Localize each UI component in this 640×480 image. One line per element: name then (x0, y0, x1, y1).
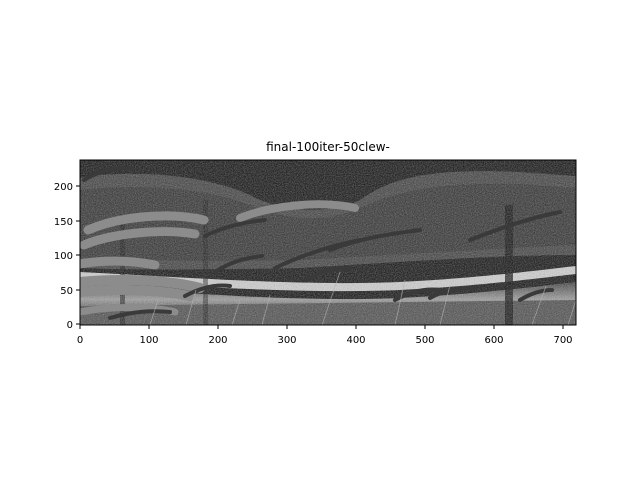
y-tick-label: 50 (60, 286, 73, 297)
x-tick: 600 (484, 325, 503, 346)
y-tick: 100 (54, 251, 80, 262)
x-tick: 400 (346, 325, 365, 346)
x-tick: 200 (208, 325, 227, 346)
x-tick-label: 600 (484, 335, 503, 346)
x-tick: 0 (77, 325, 83, 346)
y-tick-label: 150 (54, 217, 73, 228)
y-tick-label: 100 (54, 251, 73, 262)
x-tick-label: 700 (553, 335, 572, 346)
x-tick: 100 (139, 325, 158, 346)
x-tick-label: 400 (346, 335, 365, 346)
x-axis: 0 100 200 300 400 500 600 700 (77, 325, 573, 346)
oct-image (80, 156, 576, 325)
y-tick: 0 (67, 320, 80, 331)
x-tick: 700 (553, 325, 572, 346)
x-tick-label: 0 (77, 335, 83, 346)
y-tick: 200 (54, 182, 80, 193)
x-tick-label: 300 (277, 335, 296, 346)
x-tick: 300 (277, 325, 296, 346)
figure-title: final-100iter-50clew- (266, 140, 390, 154)
x-tick: 500 (415, 325, 434, 346)
x-tick-label: 500 (415, 335, 434, 346)
y-tick: 50 (60, 286, 80, 297)
y-tick-label: 0 (67, 320, 73, 331)
y-tick: 150 (54, 217, 80, 228)
x-tick-label: 200 (208, 335, 227, 346)
y-axis: 0 50 100 150 200 (54, 182, 80, 331)
y-tick-label: 200 (54, 182, 73, 193)
x-tick-label: 100 (139, 335, 158, 346)
